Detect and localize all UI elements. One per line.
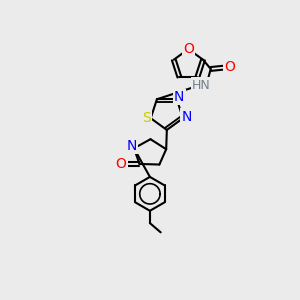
Text: N: N [182, 110, 192, 124]
Text: N: N [174, 90, 184, 104]
Text: S: S [142, 111, 151, 125]
Text: O: O [116, 157, 126, 171]
Text: O: O [183, 42, 194, 56]
Text: O: O [225, 60, 236, 74]
Text: N: N [127, 139, 137, 153]
Text: HN: HN [192, 79, 211, 92]
